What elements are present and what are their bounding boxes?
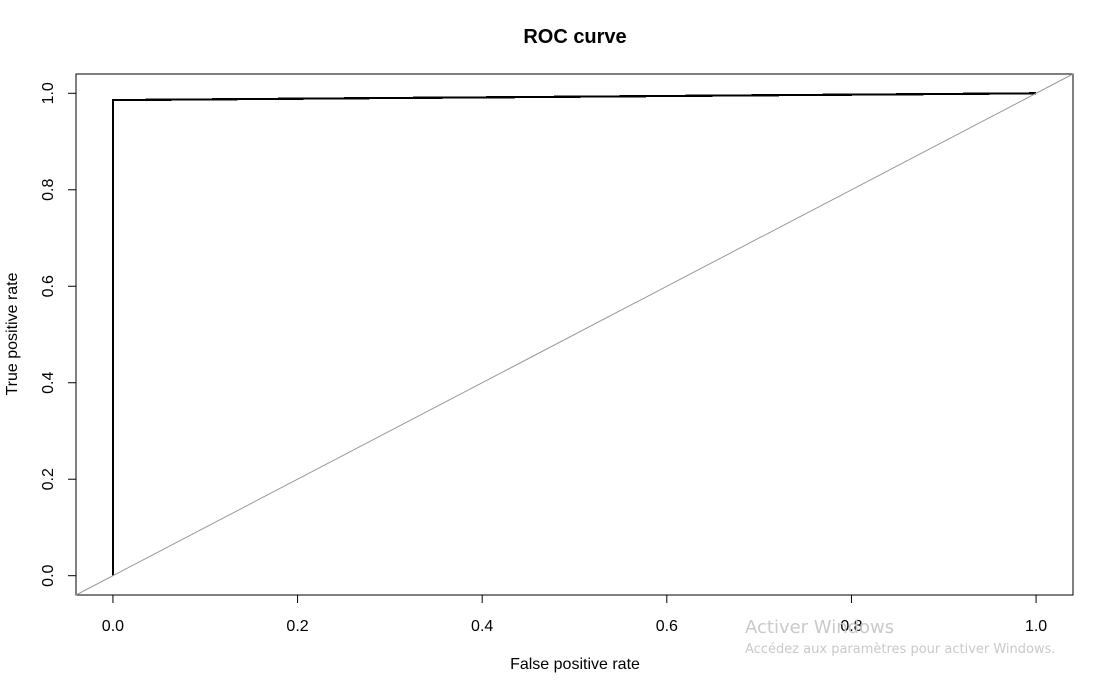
y-tick-label: 0.6 bbox=[40, 275, 57, 297]
x-axis-label: False positive rate bbox=[510, 656, 640, 673]
x-tick-label: 0.4 bbox=[471, 618, 493, 635]
x-tick-label: 0.8 bbox=[840, 618, 862, 635]
x-tick-label: 0.6 bbox=[656, 618, 678, 635]
x-tick-label: 0.0 bbox=[102, 618, 124, 635]
x-tick-label: 1.0 bbox=[1025, 618, 1047, 635]
roc-curve-line bbox=[111, 92, 1037, 576]
plot-area bbox=[75, 73, 1074, 596]
y-axis-label: True positive rate bbox=[4, 272, 21, 395]
x-tick-label: 0.2 bbox=[286, 618, 308, 635]
y-tick-label: 0.2 bbox=[40, 468, 57, 490]
x-axis: 0.0 0.2 0.4 0.6 0.8 1.0 bbox=[102, 594, 1047, 635]
y-tick-label: 0.8 bbox=[40, 179, 57, 201]
chart-title: ROC curve bbox=[523, 26, 626, 48]
chance-diagonal-line bbox=[75, 73, 1074, 596]
y-tick-label: 0.0 bbox=[40, 564, 57, 586]
y-axis: 0.0 0.2 0.4 0.6 0.8 1.0 bbox=[40, 82, 77, 587]
y-tick-label: 0.4 bbox=[40, 372, 57, 394]
y-tick-label: 1.0 bbox=[40, 82, 57, 104]
